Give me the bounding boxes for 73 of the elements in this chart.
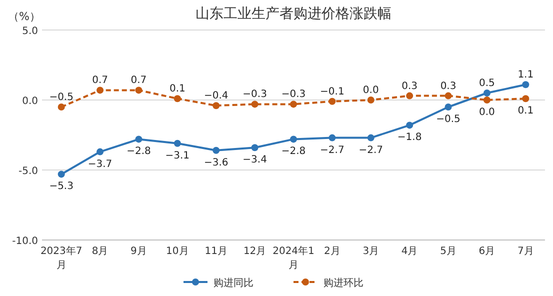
data-label: 0.1 — [169, 84, 186, 95]
data-label: −2.7 — [320, 144, 344, 156]
data-label: −2.8 — [126, 146, 151, 158]
point — [406, 92, 414, 100]
x-tick-label: 8月 — [92, 246, 108, 257]
x-tick-label: 12月 — [243, 246, 266, 257]
chart-title: 山东工业生产者购进价格涨跌幅 — [196, 6, 392, 22]
point — [444, 104, 452, 110]
data-label: −0.1 — [320, 86, 344, 98]
point — [522, 95, 530, 102]
point — [212, 146, 220, 154]
data-label: −5.3 — [49, 181, 74, 192]
legend-label: 购进同比 — [214, 277, 254, 289]
x-tick-label: 3月 — [362, 246, 380, 257]
y-tick-label: 0.0 — [22, 96, 38, 107]
point — [251, 144, 258, 152]
data-label: −0.4 — [204, 90, 228, 102]
point — [290, 100, 297, 108]
data-label: 0.3 — [440, 80, 456, 92]
data-label: 0.1 — [518, 106, 534, 117]
y-tick-label: 5.0 — [22, 26, 38, 37]
point — [174, 95, 181, 102]
point — [96, 148, 104, 156]
x-tick-label: 4月 — [401, 246, 418, 257]
data-label: −3.7 — [88, 158, 112, 170]
point — [212, 102, 220, 110]
legend-label: 购进环比 — [324, 277, 364, 289]
x-tick-label: 2024年1月 — [272, 245, 314, 271]
point — [328, 98, 336, 105]
y-axis-title: （%） — [8, 10, 40, 23]
point — [367, 134, 374, 142]
x-tick-label: 2023年7月 — [40, 245, 82, 271]
x-tick-label: 6月 — [478, 246, 496, 257]
data-label: −0.5 — [49, 92, 74, 103]
point — [58, 104, 65, 110]
x-tick-label: 11月 — [204, 246, 228, 257]
x-tick-label: 10月 — [166, 246, 189, 257]
point — [367, 96, 374, 104]
data-label: −3.4 — [242, 154, 267, 166]
data-label: −0.3 — [281, 89, 306, 100]
point — [290, 136, 297, 143]
x-tick-label: 5月 — [440, 246, 456, 257]
point — [406, 122, 414, 129]
point — [483, 96, 490, 104]
data-label: −2.7 — [358, 144, 384, 156]
data-label: −3.1 — [165, 150, 190, 162]
data-label: 0.5 — [479, 78, 495, 89]
data-label: −3.6 — [204, 157, 228, 168]
data-label: −1.8 — [397, 132, 422, 144]
x-tick-label: 2月 — [324, 246, 340, 257]
data-label: 0.7 — [92, 75, 108, 86]
data-label: −0.3 — [242, 89, 267, 100]
point — [96, 86, 104, 94]
data-label: 0.0 — [479, 107, 495, 118]
point — [135, 136, 142, 143]
point — [328, 134, 336, 142]
data-label: 1.1 — [518, 70, 534, 81]
point — [174, 140, 181, 147]
point — [251, 100, 258, 108]
point — [483, 90, 490, 96]
x-tick-label: 7月 — [517, 246, 534, 257]
point — [58, 170, 65, 178]
point — [522, 81, 530, 88]
data-label: −2.8 — [281, 146, 306, 158]
data-label: 0.0 — [362, 85, 379, 96]
y-tick-label: -5.0 — [18, 166, 38, 177]
data-label: −0.5 — [436, 114, 460, 125]
point — [135, 86, 142, 94]
x-tick-label: 9月 — [130, 246, 147, 257]
point — [444, 92, 452, 100]
y-tick-label: -10.0 — [12, 236, 38, 247]
data-label: 0.7 — [130, 75, 147, 86]
data-label: 0.3 — [402, 80, 418, 92]
